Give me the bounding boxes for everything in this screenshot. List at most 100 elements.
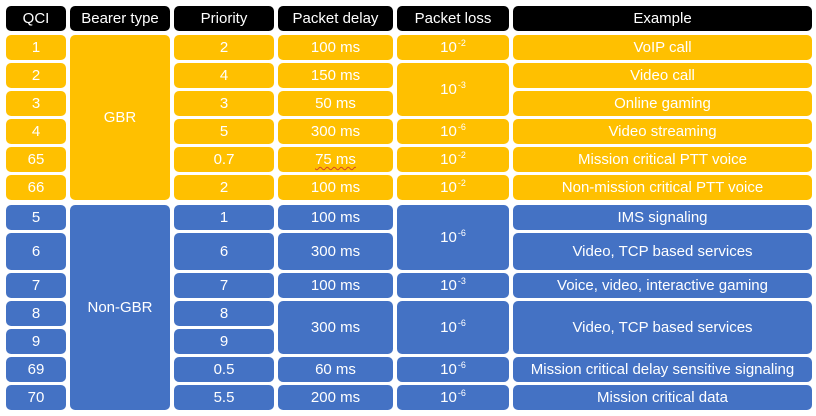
packet-loss-value: 10-6 [440, 361, 466, 378]
cell-text: 4 [31, 123, 41, 140]
packet-delay-cell: 100 ms [278, 205, 393, 230]
cell-text: 100 ms [310, 277, 361, 294]
packet-delay-cell: 150 ms [278, 63, 393, 88]
packet-delay-cell: 300 ms [278, 233, 393, 270]
packet-delay-cell: 100 ms [278, 175, 393, 200]
priority-cell: 6 [174, 233, 274, 270]
example-cell: Online gaming [513, 91, 812, 116]
cell-text: 65 [27, 151, 45, 168]
cell-text: 8 [219, 305, 229, 322]
cell-text: 300 ms [310, 243, 361, 260]
cell-text: 70 [27, 389, 45, 406]
priority-cell: 3 [174, 91, 274, 116]
example-cell: Video, TCP based services [513, 301, 812, 354]
qci-cell: 8 [6, 301, 66, 326]
packet-delay-cell: 100 ms [278, 273, 393, 298]
priority-cell: 7 [174, 273, 274, 298]
bearer-type-non-gbr: Non-GBR [70, 205, 170, 410]
packet-delay-cell: 300 ms [278, 119, 393, 144]
cell-text: GBR [103, 109, 137, 126]
packet-loss-cell: 10-6 [397, 119, 509, 144]
cell-text: 6 [219, 243, 229, 260]
cell-text: QCI [22, 10, 50, 27]
qci-cell: 2 [6, 63, 66, 88]
cell-text: Packet loss [414, 10, 492, 27]
packet-loss-base: 10 [440, 389, 457, 406]
qci-cell: 70 [6, 385, 66, 410]
packet-loss-value: 10-3 [440, 276, 466, 294]
qci-cell: 7 [6, 273, 66, 298]
packet-delay-cell: 50 ms [278, 91, 393, 116]
packet-loss-exponent: -6 [457, 122, 466, 132]
cell-text: 2 [219, 39, 229, 56]
cell-text: 4 [219, 67, 229, 84]
packet-loss-value: 10-6 [440, 122, 466, 140]
header-priority: Priority [174, 6, 274, 31]
packet-loss-base: 10 [440, 179, 457, 196]
cell-text: Bearer type [81, 10, 159, 27]
qci-cell: 4 [6, 119, 66, 144]
qci-cell: 5 [6, 205, 66, 230]
cell-text: 150 ms [310, 67, 361, 84]
qci-cell: 69 [6, 357, 66, 382]
cell-text: Mission critical data [597, 389, 728, 406]
priority-cell: 2 [174, 35, 274, 60]
packet-loss-exponent: -6 [457, 388, 466, 398]
packet-loss-base: 10 [440, 151, 457, 168]
priority-cell: 5.5 [174, 385, 274, 410]
cell-text: 5.5 [213, 389, 235, 406]
cell-text: 8 [31, 305, 41, 322]
cell-text: Video call [630, 67, 695, 84]
example-cell: Mission critical PTT voice [513, 147, 812, 172]
packet-loss-value: 10-6 [440, 228, 466, 246]
header-qci: QCI [6, 6, 66, 31]
packet-delay-cell: 60 ms [278, 357, 393, 382]
cell-text: 50 ms [315, 95, 356, 112]
cell-text: 66 [27, 179, 45, 196]
packet-loss-value: 10-3 [440, 81, 466, 98]
packet-loss-cell: 10-6 [397, 357, 509, 382]
packet-loss-exponent: -3 [457, 276, 466, 286]
cell-text: 300 ms [310, 123, 361, 140]
qci-cell: 1 [6, 35, 66, 60]
qci-cell: 3 [6, 91, 66, 116]
priority-cell: 8 [174, 301, 274, 326]
cell-text: 100 ms [310, 209, 361, 226]
cell-text: Non-mission critical PTT voice [561, 179, 764, 196]
cell-text: 9 [219, 333, 229, 350]
header-packet-delay: Packet delay [278, 6, 393, 31]
packet-loss-cell: 10-2 [397, 35, 509, 60]
qci-cell: 9 [6, 329, 66, 354]
cell-text: 2 [31, 67, 41, 84]
packet-delay-cell: 75 ms [278, 147, 393, 172]
packet-loss-value: 10-6 [440, 319, 466, 336]
packet-loss-value: 10-2 [440, 38, 466, 56]
cell-text: Example [633, 10, 692, 27]
packet-loss-base: 10 [440, 361, 457, 378]
packet-loss-exponent: -6 [457, 228, 466, 238]
cell-text: 300 ms [310, 319, 361, 336]
packet-loss-base: 10 [440, 277, 457, 294]
qci-cell: 66 [6, 175, 66, 200]
qci-cell: 6 [6, 233, 66, 270]
packet-loss-cell: 10-6 [397, 385, 509, 410]
cell-text: 100 ms [310, 39, 361, 56]
cell-text: 1 [219, 209, 229, 226]
cell-text: Online gaming [614, 95, 711, 112]
header-example: Example [513, 6, 812, 31]
packet-loss-cell: 10-2 [397, 175, 509, 200]
cell-text: 75 ms [315, 151, 356, 168]
cell-text: Voice, video, interactive gaming [557, 277, 768, 294]
example-cell: Voice, video, interactive gaming [513, 273, 812, 298]
example-cell: IMS signaling [513, 205, 812, 230]
packet-loss-value: 10-2 [440, 179, 466, 196]
example-cell: Video, TCP based services [513, 233, 812, 270]
cell-text: 7 [219, 277, 229, 294]
cell-text: IMS signaling [617, 209, 708, 226]
cell-text: 1 [31, 39, 41, 56]
cell-text: 2 [219, 179, 229, 196]
cell-text: 5 [31, 209, 41, 226]
priority-cell: 1 [174, 205, 274, 230]
packet-loss-exponent: -2 [457, 38, 466, 48]
